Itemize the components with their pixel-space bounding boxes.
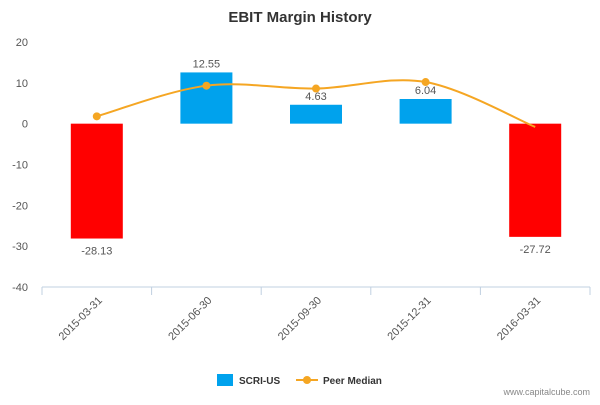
x-tick-label: 2015-09-30 (276, 295, 324, 343)
y-tick-label: 20 (16, 37, 28, 49)
x-tick-label: 2015-06-30 (166, 295, 214, 343)
legend: SCRI-US Peer Median (217, 374, 382, 387)
peer-median-point[interactable] (92, 112, 101, 121)
x-tick-label: 2015-12-31 (385, 295, 433, 343)
bar-2015-12-31[interactable] (399, 99, 452, 124)
y-tick-label: -30 (12, 241, 28, 253)
y-tick-label: -40 (12, 282, 28, 294)
bar-2015-06-30[interactable] (180, 72, 233, 124)
bar-data-label: -28.13 (81, 246, 112, 258)
legend-label-peer-median[interactable]: Peer Median (323, 376, 382, 387)
y-tick-label: 10 (16, 78, 28, 90)
bar-2015-09-30[interactable] (290, 104, 342, 124)
peer-median-series (92, 78, 536, 128)
y-tick-label: 0 (22, 119, 28, 131)
bar-data-label: 6.04 (415, 85, 436, 97)
peer-median-point[interactable] (312, 84, 320, 93)
data-labels: -28.13 12.55 4.63 6.04 -27.72 (81, 58, 551, 257)
x-axis: 2015-03-31 2015-06-30 2015-09-30 2015-12-31… (41, 286, 591, 343)
bar-2015-03-31[interactable] (70, 123, 123, 239)
legend-marker-peer-median[interactable] (303, 376, 311, 384)
peer-median-point[interactable] (202, 81, 211, 90)
y-tick-label: -10 (12, 160, 28, 172)
chart-title: EBIT Margin History (228, 9, 372, 26)
bar-series (70, 72, 562, 239)
y-axis: -40 -30 -20 -10 0 10 20 (12, 37, 28, 294)
bar-data-label: 4.63 (305, 91, 326, 103)
x-tick-label: 2015-03-31 (57, 295, 105, 343)
bar-data-label: 12.55 (193, 58, 221, 70)
y-tick-label: -20 (12, 200, 28, 212)
watermark: www.capitalcube.com (502, 387, 590, 397)
bar-2016-03-31[interactable] (509, 123, 562, 237)
legend-label-scri-us[interactable]: SCRI-US (239, 376, 280, 387)
x-tick-label: 2016-03-31 (495, 295, 543, 343)
legend-swatch-scri-us[interactable] (217, 374, 233, 386)
peer-median-point[interactable] (421, 78, 430, 87)
bar-data-label: -27.72 (520, 244, 551, 256)
